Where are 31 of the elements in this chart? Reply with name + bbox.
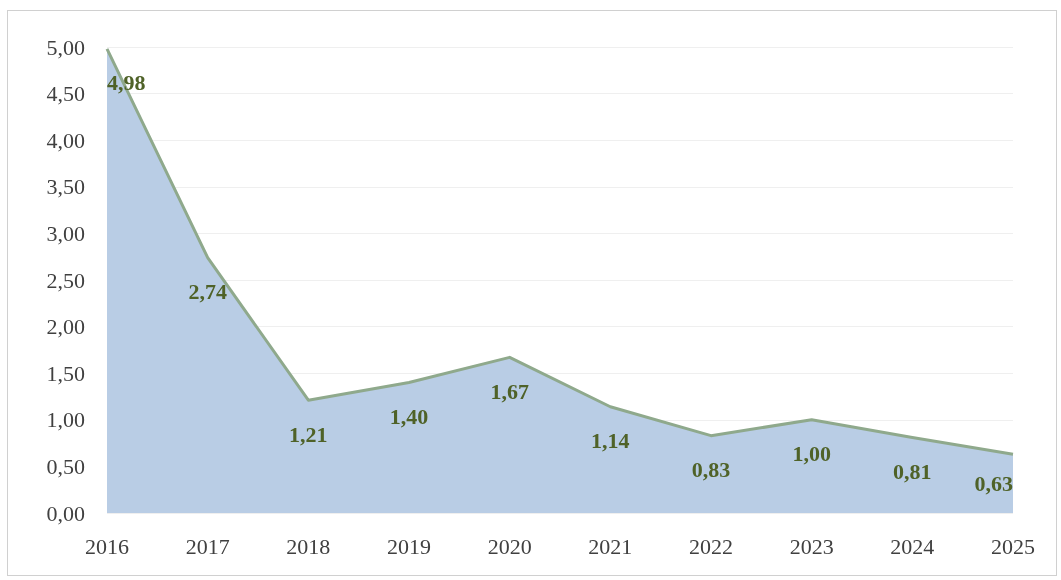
y-tick-label: 2,00	[46, 314, 85, 340]
data-label: 1,14	[591, 428, 630, 454]
data-label: 0,81	[893, 459, 932, 485]
data-label: 4,98	[107, 70, 146, 96]
x-tick-label: 2023	[789, 533, 834, 559]
data-label: 1,67	[490, 378, 529, 404]
x-tick-label: 2018	[286, 533, 331, 559]
x-tick-label: 2016	[85, 533, 129, 559]
y-tick-label: 1,00	[46, 407, 85, 433]
data-label: 1,40	[389, 404, 429, 430]
y-tick-label: 4,00	[46, 127, 85, 153]
data-label: 0,83	[691, 457, 731, 483]
y-tick-label: 3,00	[46, 220, 85, 246]
y-tick-label: 5,00	[46, 34, 85, 60]
x-tick-label: 2024	[890, 533, 935, 559]
y-tick-label: 4,50	[46, 81, 85, 107]
y-tick-label: 1,50	[46, 360, 85, 386]
y-tick-label: 0,50	[46, 453, 85, 479]
x-tick-label: 2022	[689, 533, 733, 559]
data-label: 0,63	[974, 471, 1013, 497]
y-tick-label: 0,00	[46, 500, 85, 526]
x-tick-label: 2020	[487, 533, 532, 559]
x-tick-label: 2021	[588, 533, 633, 559]
data-label: 1,00	[792, 441, 831, 467]
x-tick-label: 2025	[991, 533, 1035, 559]
y-tick-label: 2,50	[46, 267, 85, 293]
x-tick-label: 2017	[185, 533, 230, 559]
x-tick-label: 2019	[387, 533, 431, 559]
data-label: 2,74	[188, 279, 227, 305]
data-label: 1,21	[289, 421, 328, 447]
y-tick-label: 3,50	[46, 174, 85, 200]
